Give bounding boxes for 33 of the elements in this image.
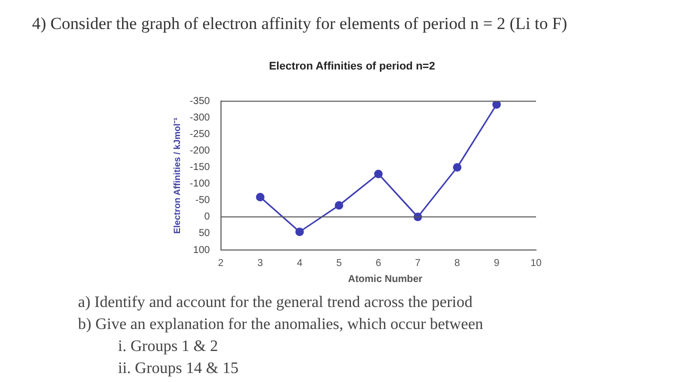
x-tick-label: 8 <box>454 258 460 269</box>
x-tick-label: 3 <box>257 258 264 269</box>
y-tick-label: -350 <box>190 96 210 107</box>
text: a) Identify and account for the general trend across the period <box>78 293 474 313</box>
x-axis-title: Atomic Number <box>348 274 422 285</box>
y-tick-label: -100 <box>190 178 210 190</box>
x-tick-label: 5 <box>336 258 342 269</box>
point <box>492 101 501 109</box>
y-tick-label: 100 <box>193 244 210 256</box>
text: b) Give an explanation for the anomalies, which occur between <box>78 315 484 335</box>
text: ii. Groups 14 & 15 <box>117 359 240 379</box>
point <box>256 192 264 202</box>
x-tick-label: 2 <box>218 258 224 269</box>
text: i. Groups 1 & 2 <box>117 337 219 357</box>
y-tick-label: -200 <box>190 146 210 157</box>
x-tick-label: 6 <box>376 258 382 269</box>
x-tick-label: 7 <box>415 258 422 269</box>
x-tick-label: 4 <box>296 258 303 269</box>
y-tick-label: -300 <box>190 112 210 124</box>
point <box>452 163 462 172</box>
y-axis-title: Electron Affinities / kJmol⁻¹ <box>172 118 182 234</box>
y-tick-label: -250 <box>190 129 210 140</box>
y-tick-label: -150 <box>190 162 210 174</box>
point <box>295 228 304 236</box>
text: 4) Consider the graph of electron affinity for elements of period n = 2 (Li to F) <box>32 14 568 34</box>
point <box>374 170 383 178</box>
y-tick-label: -50 <box>195 195 210 206</box>
point <box>334 201 344 210</box>
x-tick-label: 10 <box>530 258 542 269</box>
chart-title: Electron Affinities of period n=2 <box>268 60 436 73</box>
y-tick-label: 50 <box>198 228 210 240</box>
y-tick-label: 0 <box>204 212 210 223</box>
x-tick-label: 9 <box>494 258 500 269</box>
